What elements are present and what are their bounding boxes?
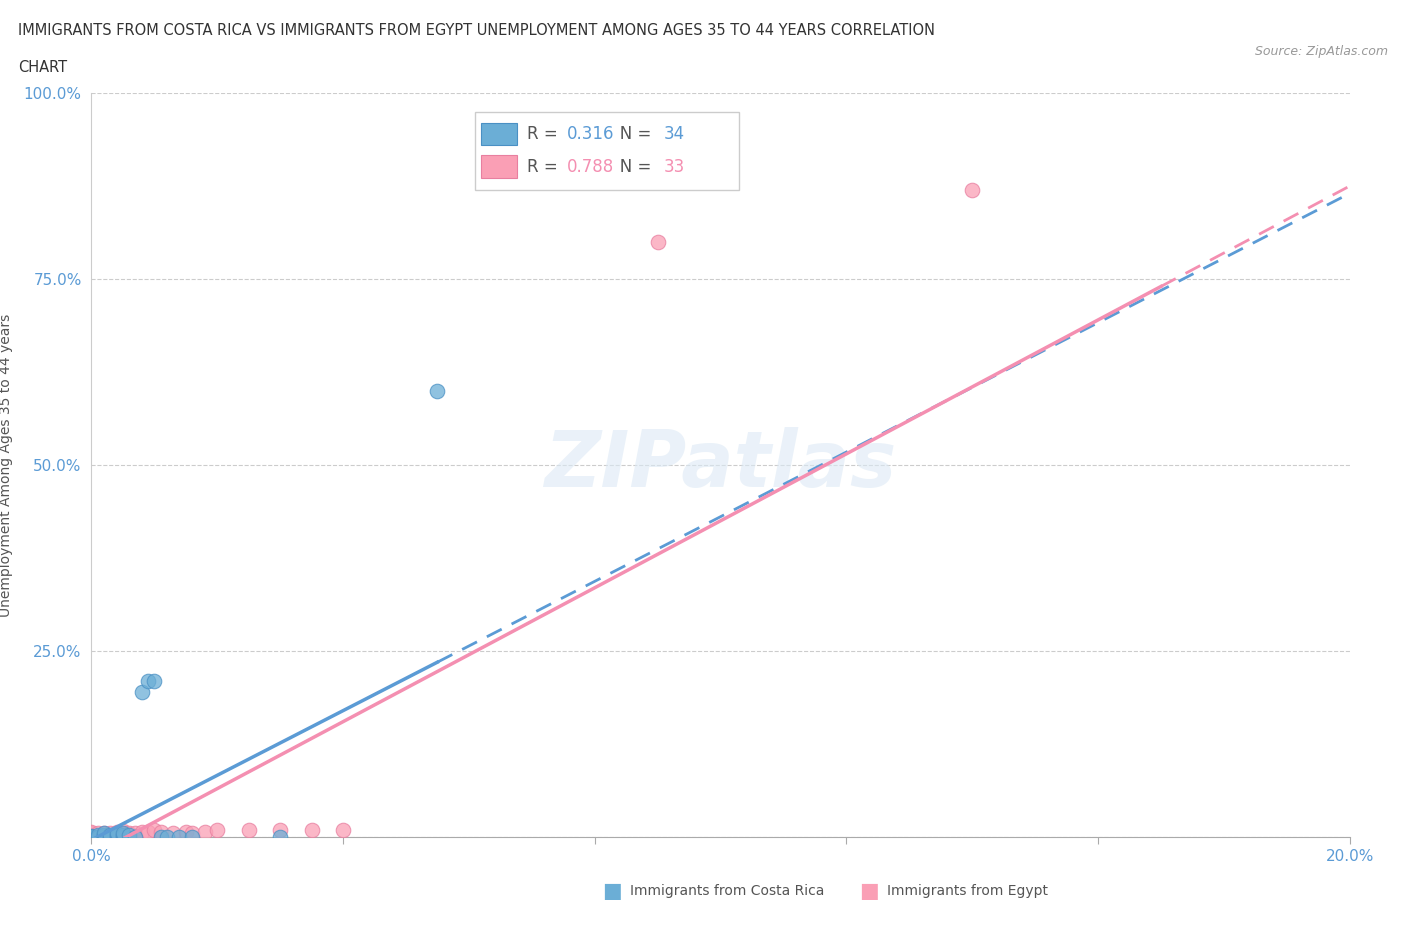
Point <box>86 826 108 841</box>
Point <box>181 826 204 841</box>
Point <box>143 822 166 837</box>
Text: N =: N = <box>603 158 657 176</box>
Text: 34: 34 <box>664 125 685 143</box>
Point <box>86 830 108 844</box>
Point <box>80 830 103 844</box>
Point <box>136 673 159 688</box>
Point <box>111 826 134 841</box>
FancyBboxPatch shape <box>475 112 740 190</box>
Text: ZIPatlas: ZIPatlas <box>544 427 897 503</box>
Point <box>118 828 141 843</box>
Text: 0.788: 0.788 <box>567 158 614 176</box>
Point <box>93 826 115 841</box>
Point <box>80 830 103 844</box>
Point <box>105 830 128 844</box>
Point <box>86 828 108 843</box>
Point <box>118 830 141 844</box>
FancyBboxPatch shape <box>481 123 517 145</box>
Point <box>194 824 217 839</box>
Point <box>80 828 103 843</box>
Point <box>98 826 121 841</box>
Point <box>205 822 228 837</box>
Point <box>111 830 134 844</box>
Text: 0.316: 0.316 <box>567 125 614 143</box>
Point <box>426 383 449 398</box>
Point <box>105 828 128 843</box>
Y-axis label: Unemployment Among Ages 35 to 44 years: Unemployment Among Ages 35 to 44 years <box>0 313 13 617</box>
Point <box>80 830 103 844</box>
Point <box>86 830 108 844</box>
Point <box>105 830 128 844</box>
Point <box>124 826 146 841</box>
Point <box>111 824 134 839</box>
Point <box>174 824 197 839</box>
Text: R =: R = <box>527 125 562 143</box>
Text: R =: R = <box>527 158 562 176</box>
Point <box>80 830 103 844</box>
Point <box>111 826 134 841</box>
Point <box>169 830 191 844</box>
Point <box>131 684 153 699</box>
Point <box>86 830 108 844</box>
Text: ■: ■ <box>859 881 879 901</box>
Point <box>93 828 115 843</box>
Point <box>93 830 115 844</box>
Point <box>98 830 121 844</box>
Text: Source: ZipAtlas.com: Source: ZipAtlas.com <box>1254 45 1388 58</box>
Point <box>156 830 179 844</box>
Point <box>80 830 103 844</box>
Point <box>80 830 103 844</box>
FancyBboxPatch shape <box>481 155 517 178</box>
Text: N =: N = <box>603 125 657 143</box>
Point <box>80 828 103 843</box>
Point <box>111 828 134 843</box>
Point <box>93 830 115 844</box>
Point <box>149 830 172 844</box>
Point <box>105 824 128 839</box>
Point <box>124 830 146 844</box>
Point <box>93 830 115 844</box>
Point <box>143 673 166 688</box>
Point <box>647 234 669 249</box>
Text: Immigrants from Egypt: Immigrants from Egypt <box>887 884 1049 898</box>
Point <box>162 826 184 841</box>
Point <box>98 830 121 844</box>
Point <box>149 824 172 839</box>
Text: IMMIGRANTS FROM COSTA RICA VS IMMIGRANTS FROM EGYPT UNEMPLOYMENT AMONG AGES 35 T: IMMIGRANTS FROM COSTA RICA VS IMMIGRANTS… <box>18 23 935 38</box>
Point <box>136 824 159 839</box>
Point <box>80 826 103 841</box>
Point <box>962 182 984 197</box>
Point <box>111 830 134 844</box>
Point <box>98 828 121 843</box>
Point <box>238 822 260 837</box>
Point <box>80 824 103 839</box>
Point <box>131 824 153 839</box>
Point <box>80 830 103 844</box>
Point <box>105 826 128 841</box>
Text: 33: 33 <box>664 158 685 176</box>
Point <box>332 822 354 837</box>
Point <box>269 830 291 844</box>
Text: ■: ■ <box>602 881 621 901</box>
Point <box>86 830 108 844</box>
Point <box>301 822 323 837</box>
Point <box>118 826 141 841</box>
Text: CHART: CHART <box>18 60 67 75</box>
Point <box>93 826 115 841</box>
Point <box>269 822 291 837</box>
Point <box>181 830 204 844</box>
Text: Immigrants from Costa Rica: Immigrants from Costa Rica <box>630 884 824 898</box>
